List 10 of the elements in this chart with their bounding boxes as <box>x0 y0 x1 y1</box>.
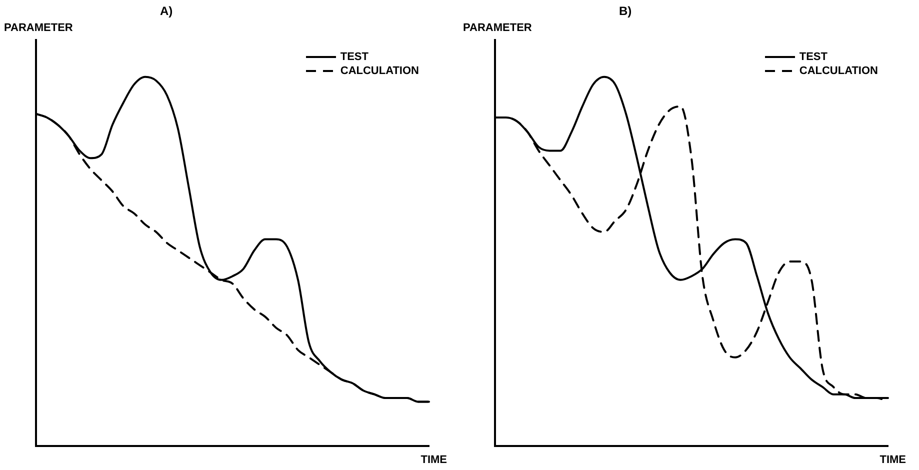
legend-label: TEST <box>340 51 368 63</box>
chart-title: B) <box>619 4 632 18</box>
x-axis-title: TIME <box>880 454 906 466</box>
x-axis-title: TIME <box>420 454 447 466</box>
y-axis-title: PARAMETER <box>4 22 73 34</box>
legend-label: CALCULATION <box>340 65 419 77</box>
y-axis-title: PARAMETER <box>463 22 532 34</box>
legend-label: CALCULATION <box>799 65 878 77</box>
legend-label: TEST <box>799 51 828 63</box>
chart-title: A) <box>160 4 173 18</box>
